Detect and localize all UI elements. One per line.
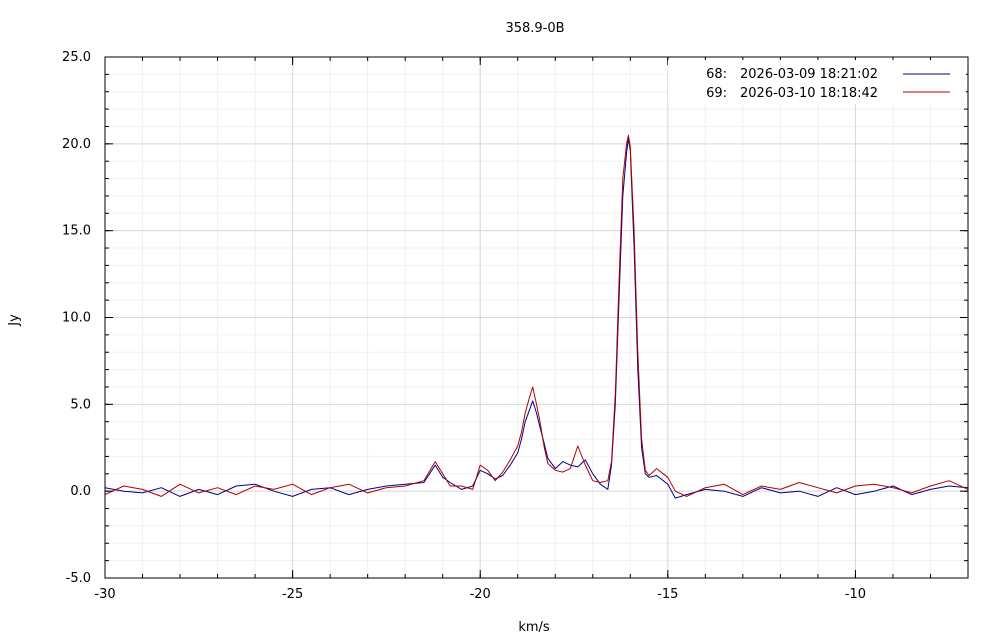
y-tick-labels: -5.0 0.0 5.0 10.0 15.0 20.0 25.0 (62, 50, 91, 586)
x-tick-label: -30 (94, 587, 115, 602)
series-line-69 (104, 134, 969, 497)
y-tick-label: 15.0 (62, 224, 91, 239)
legend-background (668, 60, 966, 104)
legend: 68: 2026-03-09 18:21:02 69: 2026-03-10 1… (668, 60, 966, 104)
x-axis-label: km/s (518, 620, 550, 635)
y-axis-label: Jy (7, 314, 22, 327)
y-tick-label: 10.0 (62, 311, 91, 326)
series-layer (104, 134, 969, 499)
y-tick-label: 25.0 (62, 50, 91, 65)
axis-ticks (104, 56, 969, 579)
legend-entry-69-id: 69: (706, 86, 727, 101)
y-tick-label: 0.0 (70, 484, 91, 499)
legend-entry-69-date: 2026-03-10 18:18:42 (740, 86, 878, 101)
x-tick-label: -10 (845, 587, 866, 602)
series-line-68 (104, 138, 969, 499)
x-tick-label: -15 (657, 587, 678, 602)
y-tick-label: -5.0 (66, 571, 91, 586)
legend-entry-68-id: 68: (706, 67, 727, 82)
y-tick-label: 5.0 (70, 397, 91, 412)
x-tick-label: -25 (282, 587, 303, 602)
chart-title: 358.9-0B (505, 21, 564, 36)
x-tick-labels: -30 -25 -20 -15 -10 (94, 587, 866, 602)
x-tick-label: -20 (470, 587, 491, 602)
y-tick-label: 20.0 (62, 137, 91, 152)
legend-entry-68-date: 2026-03-09 18:21:02 (740, 67, 878, 82)
